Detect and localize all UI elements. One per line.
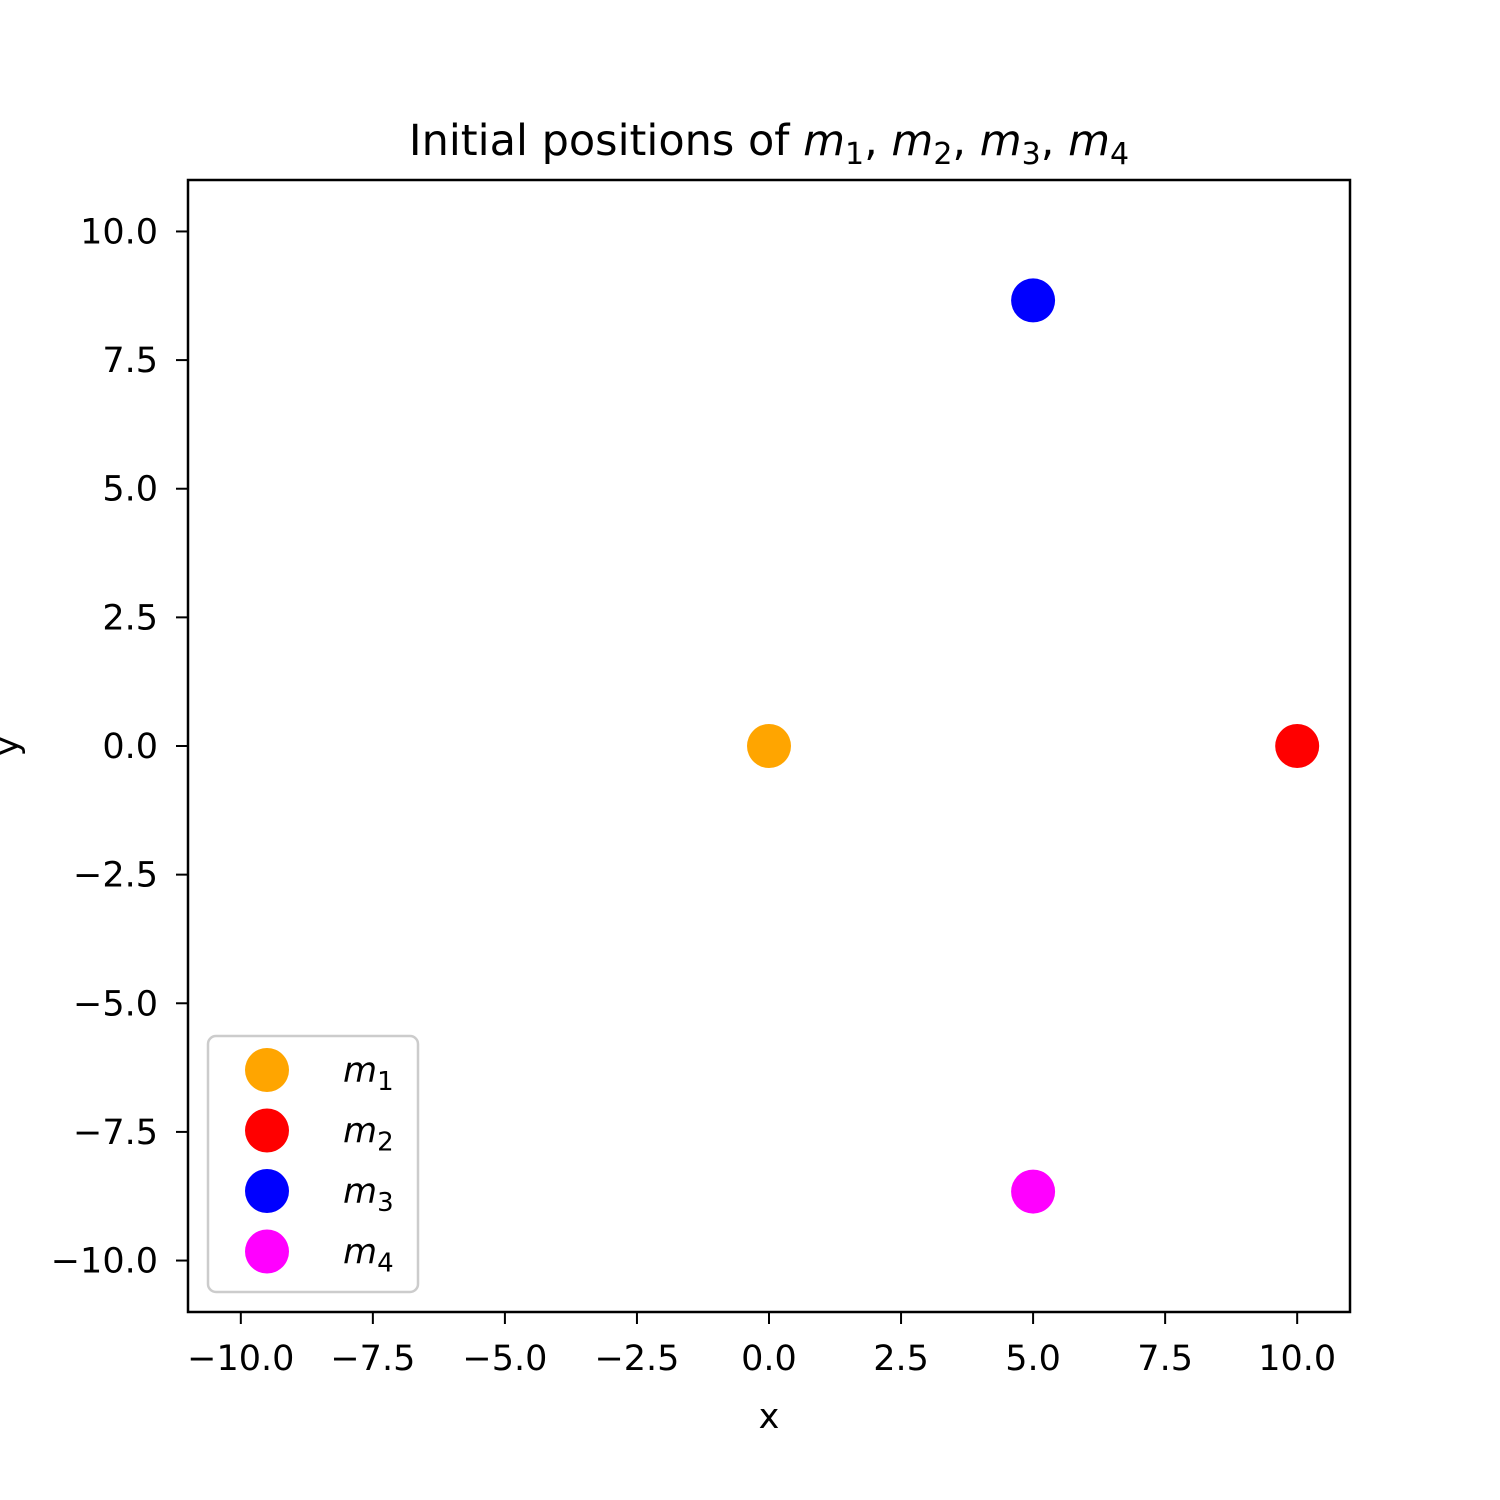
title-separator: , [1041,116,1068,166]
legend-marker-m2 [245,1108,289,1153]
legend: m1 m2 m3 m4 [206,1034,420,1294]
y-axis-label: y [0,736,27,757]
legend-label-m1: m1 [343,1051,394,1097]
legend-frame [206,1034,420,1294]
x-tick-label: −10.0 [187,1339,294,1379]
title-subscript: 4 [1110,137,1129,172]
x-tick-label: −7.5 [330,1339,415,1379]
title-symbol: m [980,116,1022,166]
point-m1 [747,724,791,768]
title-symbol: m [1068,116,1110,166]
title-subscript: 1 [845,137,864,172]
legend-label-m4: m4 [343,1233,394,1279]
x-tick-label: 7.5 [1137,1339,1193,1379]
y-tick-label: 7.5 [102,341,158,381]
title-subscript: 3 [1022,137,1041,172]
y-tick-label: 5.0 [102,470,158,510]
title-symbol: m [803,116,845,166]
data-points [747,278,1320,1214]
legend-marker-m3 [245,1169,289,1213]
x-tick-label: 5.0 [1005,1339,1061,1379]
y-tick-label: −7.5 [73,1113,158,1153]
y-tick-label: 2.5 [102,598,158,638]
point-m3 [1011,278,1056,323]
legend-label-m3: m3 [343,1172,394,1218]
y-axis: −10.0 −7.5 −5.0 −2.5 0.0 2.5 5.0 7.5 10.0 [51,212,188,1282]
legend-marker-m4 [245,1229,289,1274]
point-m2 [1275,724,1320,768]
axes-frame [186,178,1352,1314]
chart-title: Initial positions of m1, m2, m3, m4 [409,116,1129,172]
legend-marker-m1 [245,1048,289,1092]
title-prefix: Initial positions of [409,116,803,166]
legend-label-m2: m2 [343,1112,394,1158]
y-tick-label: 10.0 [80,212,158,252]
title-symbol: m [891,116,933,166]
y-tick-label: −5.0 [73,984,158,1024]
title-separator: , [952,116,979,166]
x-tick-label: 2.5 [873,1339,929,1379]
title-subscript: 2 [933,137,952,172]
y-tick-label: 0.0 [102,727,158,767]
y-tick-label: −2.5 [73,856,158,896]
x-tick-label: 0.0 [741,1339,797,1379]
title-separator: , [864,116,891,166]
x-axis-label: x [759,1397,780,1437]
x-tick-label: −2.5 [594,1339,679,1379]
point-m4 [1011,1169,1056,1214]
x-tick-label: 10.0 [1258,1339,1336,1379]
x-axis: −10.0 −7.5 −5.0 −2.5 0.0 2.5 5.0 7.5 10.0 [187,1312,1336,1379]
y-tick-label: −10.0 [51,1242,158,1282]
x-tick-label: −5.0 [462,1339,547,1379]
